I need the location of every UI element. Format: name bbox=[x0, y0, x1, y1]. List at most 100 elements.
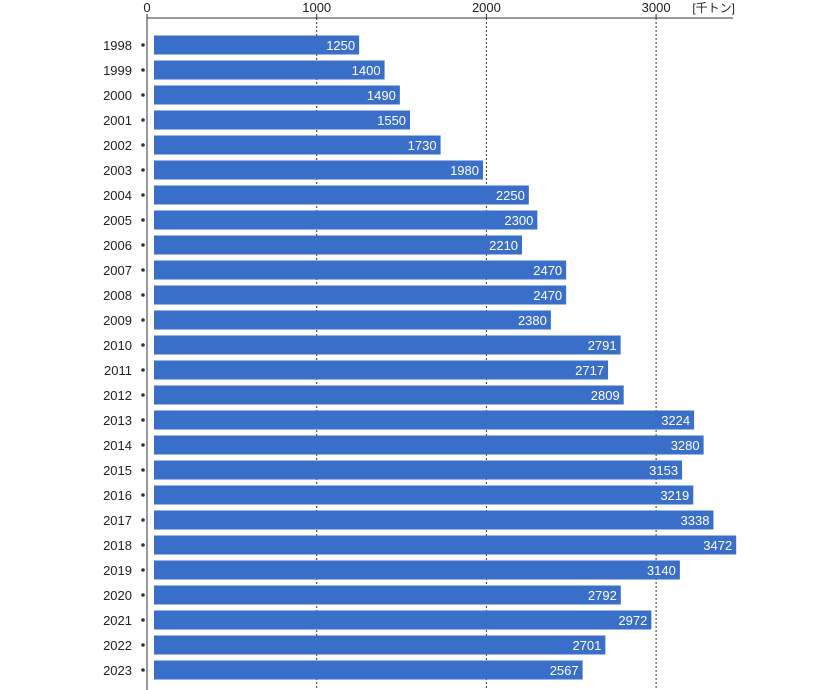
value-label-2009: 2380 bbox=[518, 313, 547, 328]
bar-2011 bbox=[154, 360, 609, 380]
bar-1998 bbox=[154, 35, 360, 55]
x-tick-label-1000: 1000 bbox=[302, 0, 331, 15]
y-tick-2023 bbox=[141, 668, 145, 672]
axes bbox=[141, 14, 733, 690]
bar-2021 bbox=[154, 610, 652, 630]
bar-2020 bbox=[154, 585, 621, 605]
value-label-2022: 2701 bbox=[572, 638, 601, 653]
labels: [千トン] 0 1000 2000 3000 1998 1250 1999 1400 2000 1… bbox=[103, 0, 735, 678]
value-label-2001: 1550 bbox=[377, 113, 406, 128]
bar-2000 bbox=[154, 85, 400, 105]
bar-2002 bbox=[154, 135, 441, 155]
value-label-2008: 2470 bbox=[533, 288, 562, 303]
value-label-2007: 2470 bbox=[533, 263, 562, 278]
category-label-1999: 1999 bbox=[103, 63, 132, 78]
bars bbox=[154, 35, 737, 680]
y-tick-1998 bbox=[141, 43, 145, 47]
y-tick-2013 bbox=[141, 418, 145, 422]
bar-2016 bbox=[154, 485, 694, 505]
bar-2012 bbox=[154, 385, 624, 405]
category-label-2001: 2001 bbox=[103, 113, 132, 128]
category-label-2011: 2011 bbox=[104, 363, 132, 378]
y-tick-2010 bbox=[141, 343, 145, 347]
bar-2008 bbox=[154, 285, 567, 305]
bar-2001 bbox=[154, 110, 411, 130]
y-tick-2020 bbox=[141, 593, 145, 597]
y-tick-2019 bbox=[141, 568, 145, 572]
y-tick-2017 bbox=[141, 518, 145, 522]
value-label-2021: 2972 bbox=[618, 613, 647, 628]
unit-label: [千トン] bbox=[692, 1, 735, 15]
bar-2010 bbox=[154, 335, 621, 355]
category-label-2002: 2002 bbox=[103, 138, 132, 153]
category-label-2021: 2021 bbox=[103, 613, 132, 628]
category-label-2006: 2006 bbox=[103, 238, 132, 253]
category-label-2012: 2012 bbox=[103, 388, 132, 403]
value-label-2012: 2809 bbox=[591, 388, 620, 403]
y-tick-2006 bbox=[141, 243, 145, 247]
category-label-2007: 2007 bbox=[103, 263, 132, 278]
y-tick-2003 bbox=[141, 168, 145, 172]
y-tick-2014 bbox=[141, 443, 145, 447]
bar-2023 bbox=[154, 660, 583, 680]
category-label-1998: 1998 bbox=[103, 38, 132, 53]
bar-2007 bbox=[154, 260, 567, 280]
y-tick-2016 bbox=[141, 493, 145, 497]
value-label-2020: 2792 bbox=[588, 588, 617, 603]
bar-2014 bbox=[154, 435, 704, 455]
value-label-2017: 3338 bbox=[681, 513, 710, 528]
category-label-2013: 2013 bbox=[103, 413, 132, 428]
bar-2019 bbox=[154, 560, 680, 580]
bar-1999 bbox=[154, 60, 385, 80]
category-label-2004: 2004 bbox=[103, 188, 132, 203]
category-label-2003: 2003 bbox=[103, 163, 132, 178]
y-tick-1999 bbox=[141, 68, 145, 72]
category-label-2014: 2014 bbox=[103, 438, 132, 453]
category-label-2005: 2005 bbox=[103, 213, 132, 228]
bar-2018 bbox=[154, 535, 737, 555]
value-label-2018: 3472 bbox=[703, 538, 732, 553]
category-label-2023: 2023 bbox=[103, 663, 132, 678]
category-label-2020: 2020 bbox=[103, 588, 132, 603]
bar-2022 bbox=[154, 635, 606, 655]
category-label-2022: 2022 bbox=[103, 638, 132, 653]
y-tick-2022 bbox=[141, 643, 145, 647]
category-label-2017: 2017 bbox=[103, 513, 132, 528]
y-tick-2001 bbox=[141, 118, 145, 122]
value-label-1999: 1400 bbox=[352, 63, 381, 78]
value-label-2003: 1980 bbox=[450, 163, 479, 178]
value-label-2006: 2210 bbox=[489, 238, 518, 253]
y-tick-2004 bbox=[141, 193, 145, 197]
value-label-2005: 2300 bbox=[504, 213, 533, 228]
value-label-2002: 1730 bbox=[408, 138, 437, 153]
x-tick-label-0: 0 bbox=[143, 0, 150, 15]
category-label-2000: 2000 bbox=[103, 88, 132, 103]
category-label-2008: 2008 bbox=[103, 288, 132, 303]
y-tick-2012 bbox=[141, 393, 145, 397]
y-tick-2007 bbox=[141, 268, 145, 272]
value-label-2019: 3140 bbox=[647, 563, 676, 578]
category-label-2009: 2009 bbox=[103, 313, 132, 328]
y-tick-2002 bbox=[141, 143, 145, 147]
value-label-2014: 3280 bbox=[671, 438, 700, 453]
category-label-2010: 2010 bbox=[103, 338, 132, 353]
bar-2003 bbox=[154, 160, 484, 180]
y-tick-2008 bbox=[141, 293, 145, 297]
x-tick-label-2000: 2000 bbox=[472, 0, 501, 15]
value-label-2004: 2250 bbox=[496, 188, 525, 203]
bar-2005 bbox=[154, 210, 538, 230]
category-label-2018: 2018 bbox=[103, 538, 132, 553]
y-tick-2000 bbox=[141, 93, 145, 97]
y-tick-2021 bbox=[141, 618, 145, 622]
value-label-2023: 2567 bbox=[550, 663, 579, 678]
bar-2009 bbox=[154, 310, 551, 330]
bar-2017 bbox=[154, 510, 714, 530]
y-tick-2005 bbox=[141, 218, 145, 222]
y-tick-2011 bbox=[141, 368, 145, 372]
category-label-2016: 2016 bbox=[103, 488, 132, 503]
bar-2006 bbox=[154, 235, 523, 255]
y-tick-2018 bbox=[141, 543, 145, 547]
value-label-2000: 1490 bbox=[367, 88, 396, 103]
value-label-2010: 2791 bbox=[588, 338, 617, 353]
